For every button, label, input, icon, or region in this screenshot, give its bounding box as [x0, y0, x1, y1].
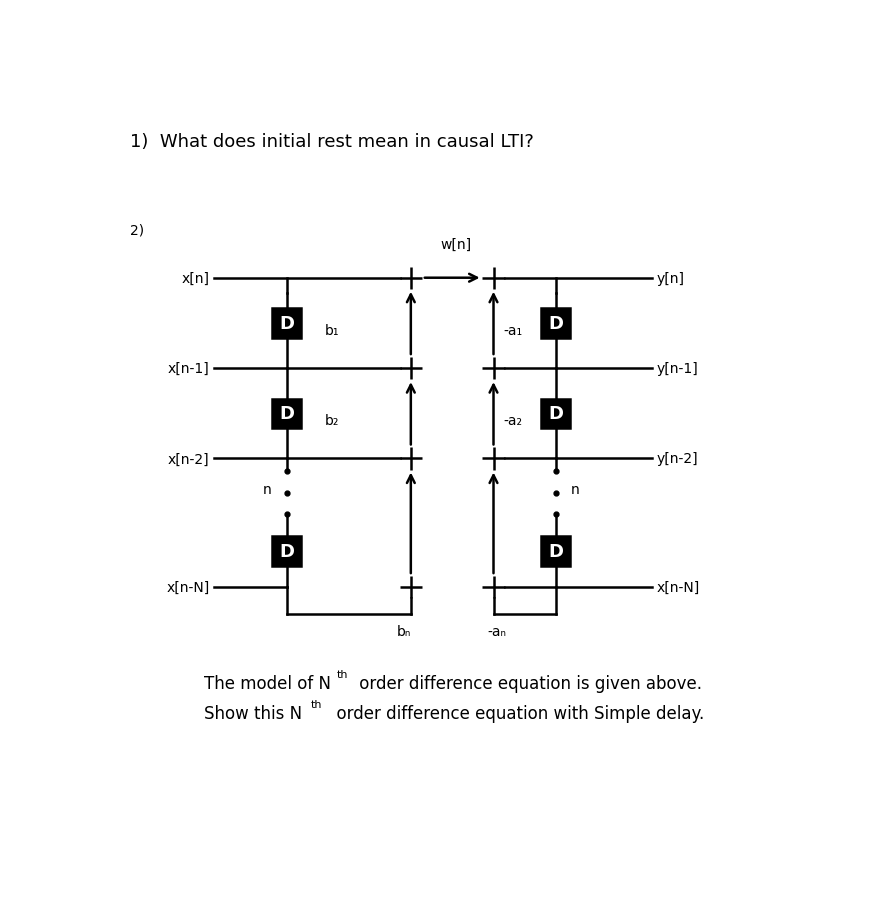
- Text: b₂: b₂: [324, 414, 339, 428]
- Text: th: th: [311, 699, 323, 709]
- Text: x[n-1]: x[n-1]: [168, 362, 210, 376]
- Text: order difference equation with Simple delay.: order difference equation with Simple de…: [326, 704, 704, 722]
- Text: th: th: [337, 669, 348, 679]
- Text: 2): 2): [131, 223, 145, 237]
- Text: x[n-N]: x[n-N]: [657, 581, 700, 594]
- Text: D: D: [279, 405, 294, 423]
- Text: x[n-N]: x[n-N]: [166, 581, 210, 594]
- Text: bₙ: bₙ: [396, 624, 411, 639]
- Text: -a₂: -a₂: [504, 414, 523, 428]
- Text: x[n-2]: x[n-2]: [168, 452, 210, 466]
- Text: order difference equation is given above.: order difference equation is given above…: [354, 674, 701, 692]
- Bar: [272, 400, 301, 428]
- Text: n: n: [263, 483, 272, 496]
- Text: D: D: [548, 315, 563, 333]
- Text: w[n]: w[n]: [440, 238, 471, 252]
- Text: -aₙ: -aₙ: [487, 624, 507, 639]
- Text: D: D: [279, 542, 294, 560]
- Bar: [541, 537, 570, 566]
- Bar: [541, 400, 570, 428]
- Text: 1)  What does initial rest mean in causal LTI?: 1) What does initial rest mean in causal…: [131, 133, 534, 151]
- Text: The model of N: The model of N: [204, 674, 331, 692]
- Text: y[n]: y[n]: [657, 272, 685, 285]
- Bar: [272, 309, 301, 338]
- Text: x[n]: x[n]: [181, 272, 210, 285]
- Text: D: D: [279, 315, 294, 333]
- Text: D: D: [548, 542, 563, 560]
- Text: b₁: b₁: [324, 324, 340, 337]
- Bar: [541, 309, 570, 338]
- Text: -a₁: -a₁: [504, 324, 523, 337]
- Bar: [272, 537, 301, 566]
- Text: D: D: [548, 405, 563, 423]
- Text: y[n-2]: y[n-2]: [657, 452, 699, 466]
- Text: y[n-1]: y[n-1]: [657, 362, 699, 376]
- Text: Show this N: Show this N: [204, 704, 302, 722]
- Text: n: n: [571, 483, 580, 496]
